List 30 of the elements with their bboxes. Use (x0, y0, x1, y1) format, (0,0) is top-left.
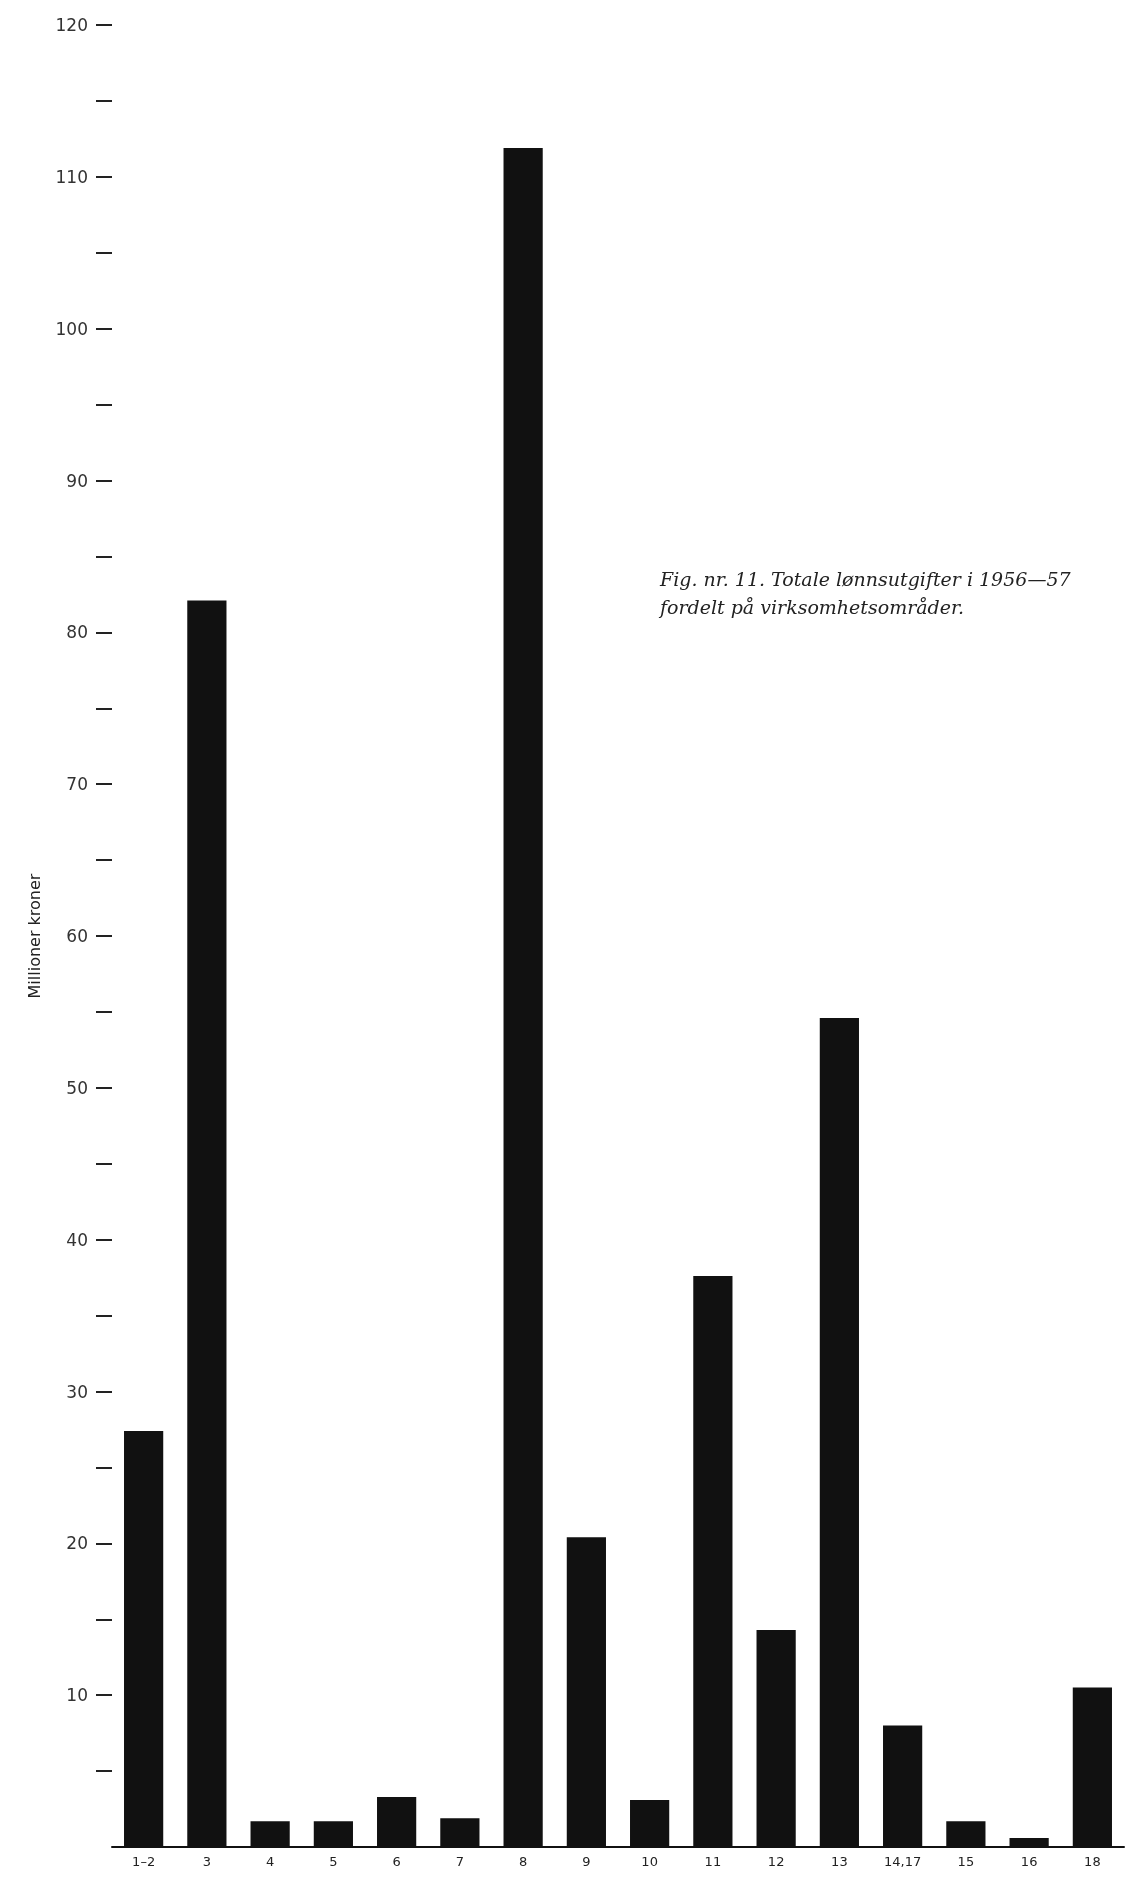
y-tick-label: 50 (66, 1077, 88, 1098)
y-tick-label: 100 (55, 318, 88, 339)
y-tick-label: 90 (66, 470, 88, 491)
x-tick-label: 18 (1084, 1854, 1101, 1869)
x-tick-label: 15 (957, 1854, 975, 1869)
text: Fig. nr. 11. Totale lønnsutgifter i 1956—57 fordelt på virksomhetsområder. (658, 568, 1077, 618)
y-tick-label: 10 (66, 1685, 88, 1706)
x-tick-label: 13 (831, 1854, 848, 1869)
x-tick-label: 10 (641, 1854, 658, 1869)
x-tick-label: 9 (582, 1854, 591, 1869)
x-tick-label: 1–2 (132, 1854, 156, 1869)
x-tick-label: 11 (704, 1854, 722, 1869)
y-tick-label: 70 (66, 774, 88, 795)
y-tick-label: 20 (66, 1533, 88, 1554)
y-tick-label: 80 (66, 622, 88, 643)
x-tick-label: 5 (329, 1854, 338, 1869)
y-tick-label: 60 (66, 926, 88, 946)
x-tick-label: 7 (455, 1854, 465, 1869)
x-tick-label: 14,17 (884, 1854, 922, 1869)
y-tick-label: 110 (55, 166, 88, 187)
y-tick-label: 40 (66, 1229, 88, 1250)
x-tick-label: 3 (202, 1854, 212, 1869)
x-tick-label: 12 (767, 1854, 785, 1869)
x-tick-label: 16 (1020, 1854, 1038, 1869)
y-tick-label: 30 (66, 1381, 88, 1402)
x-tick-label: 8 (518, 1854, 528, 1869)
x-tick-label: 6 (392, 1854, 401, 1869)
x-tick-label: 4 (265, 1854, 275, 1869)
y-axis-title: Millioner kroner (24, 873, 44, 999)
y-tick-label: 120 (55, 15, 88, 35)
